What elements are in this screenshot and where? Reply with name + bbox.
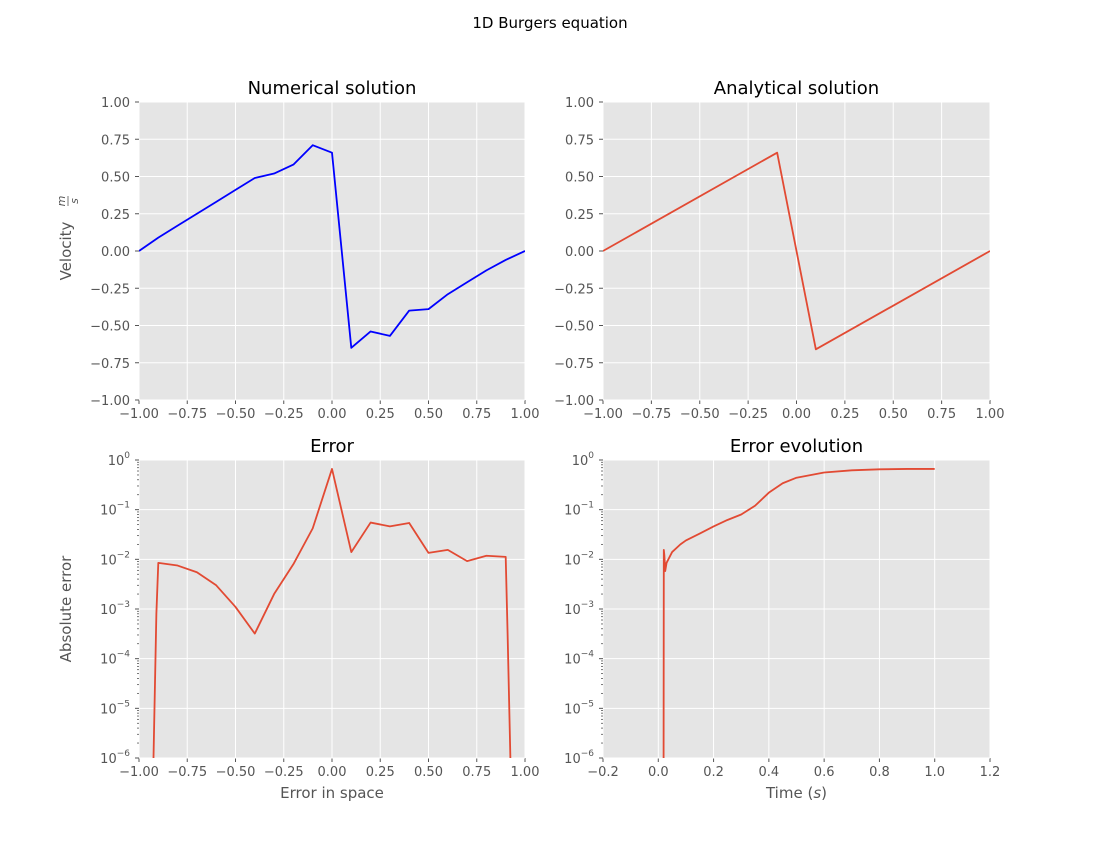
series-line [152, 468, 512, 758]
x-tick-label: 0.0 [648, 765, 669, 780]
y-tick-label: 1.00 [101, 96, 130, 111]
x-tick-label: 1.0 [924, 765, 945, 780]
x-tick-label: 0.2 [703, 765, 724, 780]
x-tick-label: 0.50 [414, 765, 443, 780]
x-tick-label: −1.00 [119, 765, 159, 780]
unit-denominator: s [68, 198, 81, 204]
y-tick-label: 10−1 [100, 501, 130, 519]
axes-title: Error evolution [730, 436, 863, 457]
x-axis-label: Error in space [280, 784, 384, 802]
y-tick-label: 100 [108, 451, 131, 469]
y-tick-label: 10−4 [100, 650, 130, 668]
x-tick-label: −0.75 [167, 407, 207, 422]
y-tick-label: 0.25 [565, 208, 594, 223]
x-tick-label: −0.25 [264, 407, 304, 422]
x-tick-label: 0.75 [462, 407, 491, 422]
series-line [603, 151, 990, 351]
x-tick-label: 0.25 [366, 765, 395, 780]
y-tick-label: −0.25 [554, 282, 594, 297]
x-tick-label: 0.00 [318, 765, 347, 780]
y-tick-label: 10−2 [100, 550, 130, 568]
x-tick-label: −0.50 [216, 407, 256, 422]
series-line [139, 144, 525, 349]
y-tick-label: 10−5 [564, 699, 594, 717]
x-tick-label: 0.4 [759, 765, 780, 780]
y-tick-label: 10−3 [100, 600, 130, 618]
x-tick-label: 0.25 [366, 407, 395, 422]
x-tick-label: −0.50 [216, 765, 256, 780]
x-tick-label: 0.6 [814, 765, 835, 780]
x-tick-label: 0.75 [462, 765, 491, 780]
x-tick-label: 1.00 [976, 407, 1005, 422]
x-tick-label: 0.00 [318, 407, 347, 422]
y-axis-label: Absolute error [57, 555, 75, 662]
panel-error-evolution: −0.2 0.0 0.2 0.4 0.6 0.8 1.0 1.210−610−510−410−… [564, 436, 1001, 802]
y-tick-label: 0.75 [101, 133, 130, 148]
y-tick-label: −1.00 [554, 394, 594, 409]
x-tick-label: 0.8 [869, 765, 890, 780]
x-tick-label: 1.2 [980, 765, 1001, 780]
x-tick-label: −0.50 [680, 407, 720, 422]
x-tick-label: 0.75 [927, 407, 956, 422]
y-tick-label: 0.00 [565, 245, 594, 260]
y-tick-label: 0.75 [565, 133, 594, 148]
panel-analytical-solution: −1.00 −0.75 −0.50 −0.25 0.00 0.25 0.50 0.75 1.00… [554, 78, 1004, 422]
y-tick-label: 10−5 [100, 699, 130, 717]
y-tick-label: −0.50 [554, 320, 594, 335]
y-tick-label: 0.50 [565, 171, 594, 186]
y-tick-label: 10−2 [564, 550, 594, 568]
x-tick-label: −0.25 [264, 765, 304, 780]
y-tick-label: 10−1 [564, 501, 594, 519]
x-tick-label: 0.25 [830, 407, 859, 422]
y-tick-label: −0.50 [90, 320, 130, 335]
axes-title: Numerical solution [248, 78, 417, 99]
y-tick-label: 0.25 [101, 208, 130, 223]
panel-error: −1.00 −0.75 −0.50 −0.25 0.00 0.25 0.50 0.75 1.00… [57, 436, 540, 802]
y-tick-label: −0.75 [554, 357, 594, 372]
x-tick-label: −0.25 [728, 407, 768, 422]
x-tick-label: −0.2 [587, 765, 619, 780]
y-tick-label: 0.50 [101, 171, 130, 186]
y-tick-label: −0.75 [90, 357, 130, 372]
x-axis-label: Time (s) [765, 784, 827, 802]
y-tick-label: −0.25 [90, 282, 130, 297]
y-tick-label: 10−3 [564, 600, 594, 618]
y-axis-label: Velocity [57, 221, 75, 280]
x-tick-label: 1.00 [511, 407, 540, 422]
y-tick-label: 10−4 [564, 650, 594, 668]
x-tick-label: −1.00 [583, 407, 623, 422]
panel-numerical-solution: −1.00 −0.75 −0.50 −0.25 0.00 0.25 0.50 0.75 1.00… [55, 78, 539, 422]
x-tick-label: −0.75 [167, 765, 207, 780]
x-tick-label: −0.75 [631, 407, 671, 422]
x-tick-label: −1.00 [119, 407, 159, 422]
x-tick-label: 0.50 [414, 407, 443, 422]
y-tick-label: −1.00 [90, 394, 130, 409]
series-line [662, 468, 935, 758]
y-tick-label: 100 [572, 451, 595, 469]
x-tick-label: 1.00 [511, 765, 540, 780]
figure-suptitle: 1D Burgers equation [472, 14, 627, 32]
unit-numerator: m [55, 196, 68, 207]
axes-title: Error [310, 436, 354, 457]
y-tick-label: 0.00 [101, 245, 130, 260]
x-tick-label: 0.50 [879, 407, 908, 422]
y-tick-label: 1.00 [565, 96, 594, 111]
axes-title: Analytical solution [714, 78, 879, 99]
x-tick-label: 0.00 [782, 407, 811, 422]
